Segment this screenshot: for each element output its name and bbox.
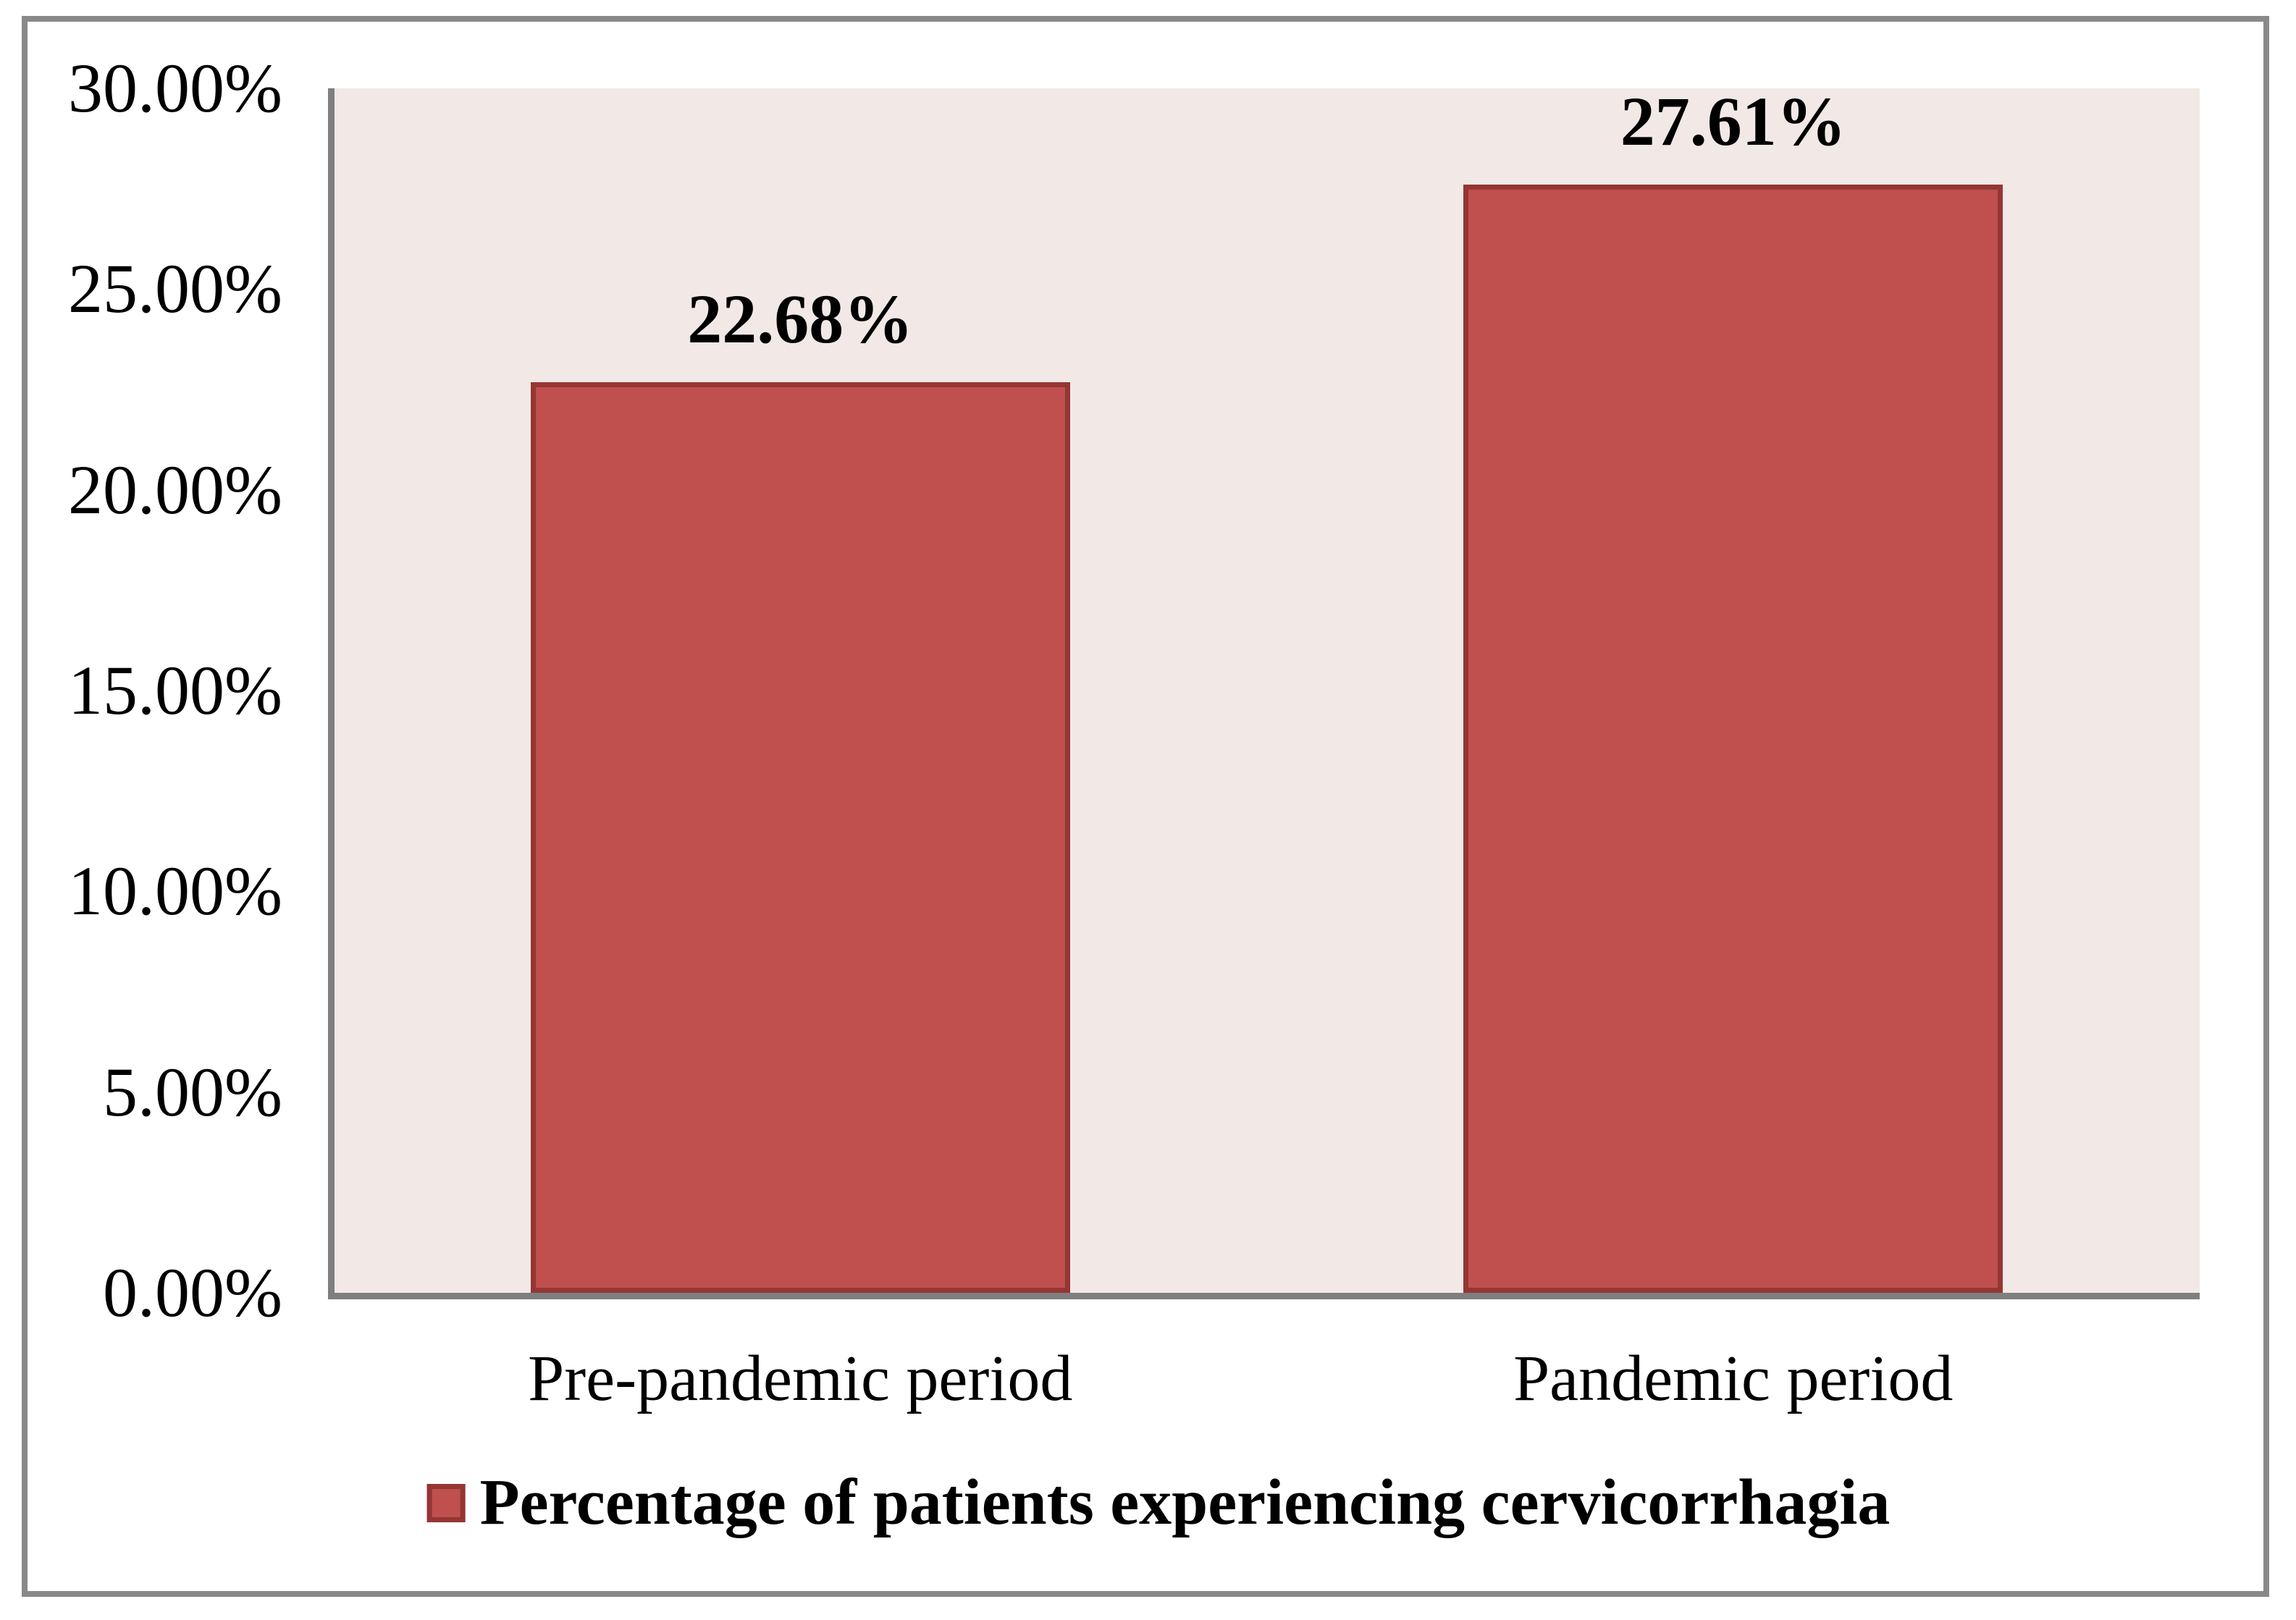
bar-1 <box>530 382 1070 1293</box>
legend-marker-icon <box>426 1483 466 1522</box>
bar-data-label: 27.61% <box>1620 82 1846 160</box>
x-axis-category-label: Pandemic period <box>1513 1343 1954 1414</box>
x-axis-category-label: Pre-pandemic period <box>528 1343 1073 1414</box>
legend-label: Percentage of patients experiencing cerv… <box>479 1467 1891 1538</box>
y-axis-line <box>328 88 335 1299</box>
bar-2 <box>1463 184 2003 1293</box>
legend: Percentage of patients experiencing cerv… <box>426 1467 1891 1538</box>
y-axis-tick-label: 15.00% <box>68 651 282 729</box>
y-axis-tick-label: 20.00% <box>68 450 282 528</box>
bar-data-label: 22.68% <box>687 280 914 358</box>
y-axis-tick-label: 10.00% <box>68 852 282 930</box>
y-axis-tick-label: 30.00% <box>68 49 282 127</box>
y-axis-tick-label: 5.00% <box>103 1052 282 1131</box>
y-axis-tick-label: 0.00% <box>103 1254 282 1331</box>
x-axis-line <box>328 1293 2200 1299</box>
y-axis-tick-label: 25.00% <box>68 250 282 328</box>
